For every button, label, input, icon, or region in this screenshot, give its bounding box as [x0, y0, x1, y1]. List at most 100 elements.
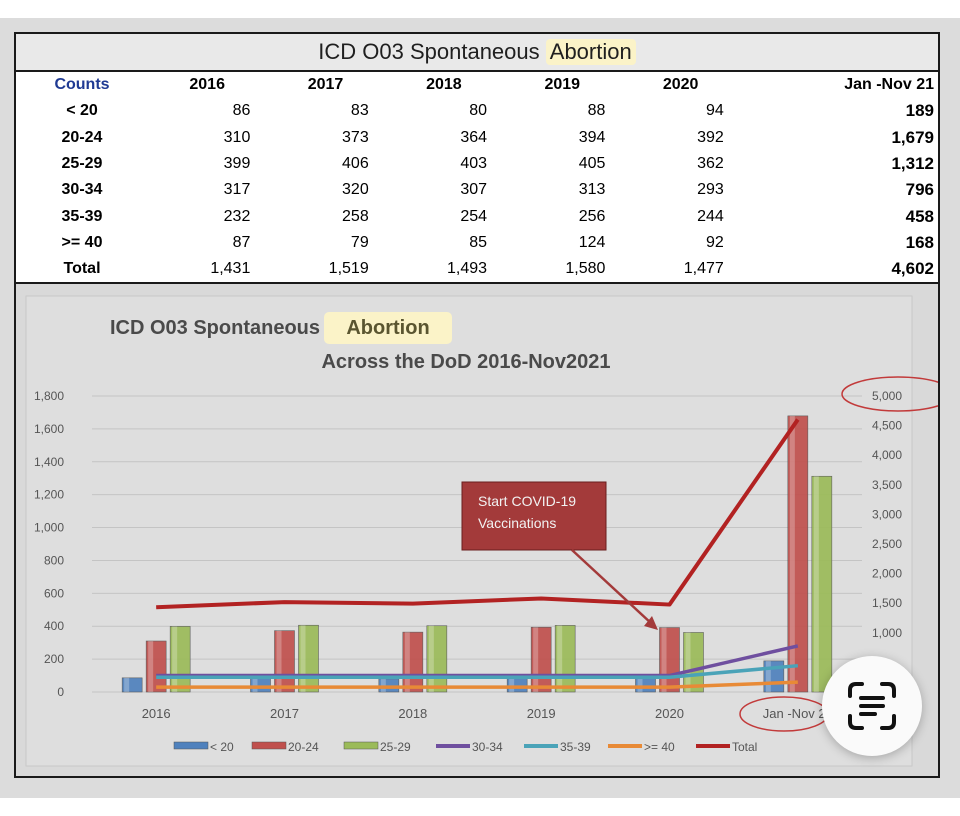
- table-cell: 79: [350, 233, 369, 251]
- table-cell: 1,580: [565, 260, 606, 278]
- legend-label: 35-39: [560, 740, 591, 754]
- table-cell: 189: [905, 101, 934, 121]
- y2-tick-label: 3,000: [872, 507, 902, 521]
- line-series: [156, 680, 798, 689]
- bar: [121, 677, 143, 693]
- y2-tick-label: 4,500: [872, 419, 902, 433]
- table-cell: 258: [342, 207, 369, 225]
- row-label: 35-39: [61, 207, 103, 225]
- table-cell: 88: [587, 102, 606, 120]
- x-tick-label: 2016: [142, 706, 171, 721]
- bar-shine: [533, 627, 539, 692]
- x-tick-label: 2017: [270, 706, 299, 721]
- bar-shine: [557, 625, 563, 692]
- table-cell: 406: [342, 155, 369, 173]
- table-cell: 313: [578, 181, 606, 199]
- chart-title-line1: ICD O03 Spontaneous: [110, 317, 320, 339]
- annotation-arrow-head: [644, 616, 658, 630]
- table-row: >= 40 87 79 85 124 92 168: [16, 230, 938, 256]
- y2-tick-label: 2,000: [872, 567, 902, 581]
- column-header: 2018: [426, 76, 462, 94]
- legend-label: 20-24: [288, 740, 319, 754]
- table-cell: 92: [706, 233, 724, 251]
- column-header: Jan -Nov 21: [844, 76, 934, 94]
- table-cell: 1,312: [891, 154, 934, 174]
- bar-shine: [637, 676, 643, 692]
- table-cell: 399: [223, 155, 251, 173]
- table-cell: 254: [460, 207, 488, 225]
- table-row: < 20 86 83 80 88 94 189: [16, 98, 938, 124]
- table-row: 35-39 232 258 254 256 244 458: [16, 203, 938, 229]
- column-header: 2016: [189, 76, 225, 94]
- live-text-button[interactable]: [822, 656, 922, 756]
- table-cell: 85: [469, 233, 488, 251]
- table-row: 30-34 317 320 307 313 293 796: [16, 177, 938, 203]
- table-cell: 364: [460, 128, 488, 146]
- table-cell: 1,431: [210, 260, 251, 278]
- chart-title-highlight: Abortion: [346, 317, 429, 339]
- x-tick-label: Jan -Nov 21: [763, 706, 833, 721]
- table-header-row: Counts 2016 2017 2018 2019 2020 Jan -Nov…: [16, 72, 938, 98]
- table-cell: 403: [460, 155, 488, 173]
- bar-shine: [789, 415, 795, 692]
- y-tick-label: 1,400: [34, 455, 64, 469]
- legend-label: < 20: [210, 740, 234, 754]
- y-tick-label: 0: [57, 685, 64, 699]
- text-scan-icon: [848, 682, 896, 730]
- table-cell: 87: [232, 233, 251, 251]
- table-body: < 20 86 83 80 88 94 189 20-24 310 373 364 394 392 1,6…: [16, 98, 938, 282]
- annotation-line2: Vaccinations: [478, 515, 556, 531]
- bar-shine: [428, 625, 434, 692]
- y-tick-label: 200: [44, 652, 64, 666]
- table-cell: 168: [905, 232, 934, 252]
- table-cell: 124: [578, 233, 606, 251]
- x-tick-label: 2019: [527, 706, 556, 721]
- bar-shine: [148, 641, 154, 692]
- row-label: 30-34: [61, 181, 103, 199]
- bar-shine: [509, 677, 515, 692]
- table-cell: 373: [342, 128, 369, 146]
- annotation-line1: Start COVID-19: [478, 493, 576, 509]
- line-series: [156, 663, 798, 679]
- y2-tick-label: 5,000: [872, 389, 902, 403]
- bar-shine: [813, 476, 819, 692]
- legend-label: Total: [732, 740, 757, 754]
- table-row: Total 1,431 1,519 1,493 1,580 1,477 4,602: [16, 256, 938, 282]
- table-cell: 458: [905, 206, 934, 226]
- annotation-arrow-line: [571, 549, 653, 625]
- table-cell: 293: [697, 181, 724, 199]
- bar-shine: [172, 626, 178, 692]
- bar-shine: [765, 660, 771, 692]
- title-highlight-box: [324, 312, 452, 344]
- row-label: Total: [63, 260, 101, 278]
- table-cell: 94: [706, 102, 724, 120]
- chart-svg: ICD O03 Spontaneous Abortion Across the Do…: [25, 295, 938, 767]
- table-row: 20-24 310 373 364 394 392 1,679: [16, 125, 938, 151]
- legend-label: 30-34: [472, 740, 503, 754]
- y2-tick-label: 2,500: [872, 537, 902, 551]
- chart-area: ICD O03 Spontaneous Abortion Across the Do…: [16, 284, 938, 776]
- table-cell: 232: [223, 207, 251, 225]
- table-cell: 80: [469, 102, 488, 120]
- y-tick-label: 1,800: [34, 389, 64, 403]
- table-cell: 86: [232, 102, 251, 120]
- table-cell: 307: [460, 181, 488, 199]
- column-header: Counts: [54, 76, 110, 94]
- table-row: 25-29 399 406 403 405 362 1,312: [16, 151, 938, 177]
- line-series: [156, 418, 800, 610]
- table-cell: 4,602: [891, 259, 934, 279]
- annotation-box: [461, 481, 607, 551]
- bar-shine: [300, 625, 306, 692]
- table-cell: 394: [578, 128, 606, 146]
- table-cell: 310: [223, 128, 251, 146]
- legend-label: >= 40: [644, 740, 675, 754]
- bar: [145, 640, 167, 693]
- table-cell: 320: [342, 181, 369, 199]
- table-cell: 1,679: [891, 127, 934, 147]
- row-label: 20-24: [61, 128, 103, 146]
- column-header: 2020: [662, 76, 699, 94]
- section-divider: [16, 282, 938, 284]
- counts-table: Counts 2016 2017 2018 2019 2020 Jan -Nov…: [16, 72, 938, 282]
- bar-shine: [276, 630, 282, 692]
- y2-tick-label: 3,500: [872, 478, 902, 492]
